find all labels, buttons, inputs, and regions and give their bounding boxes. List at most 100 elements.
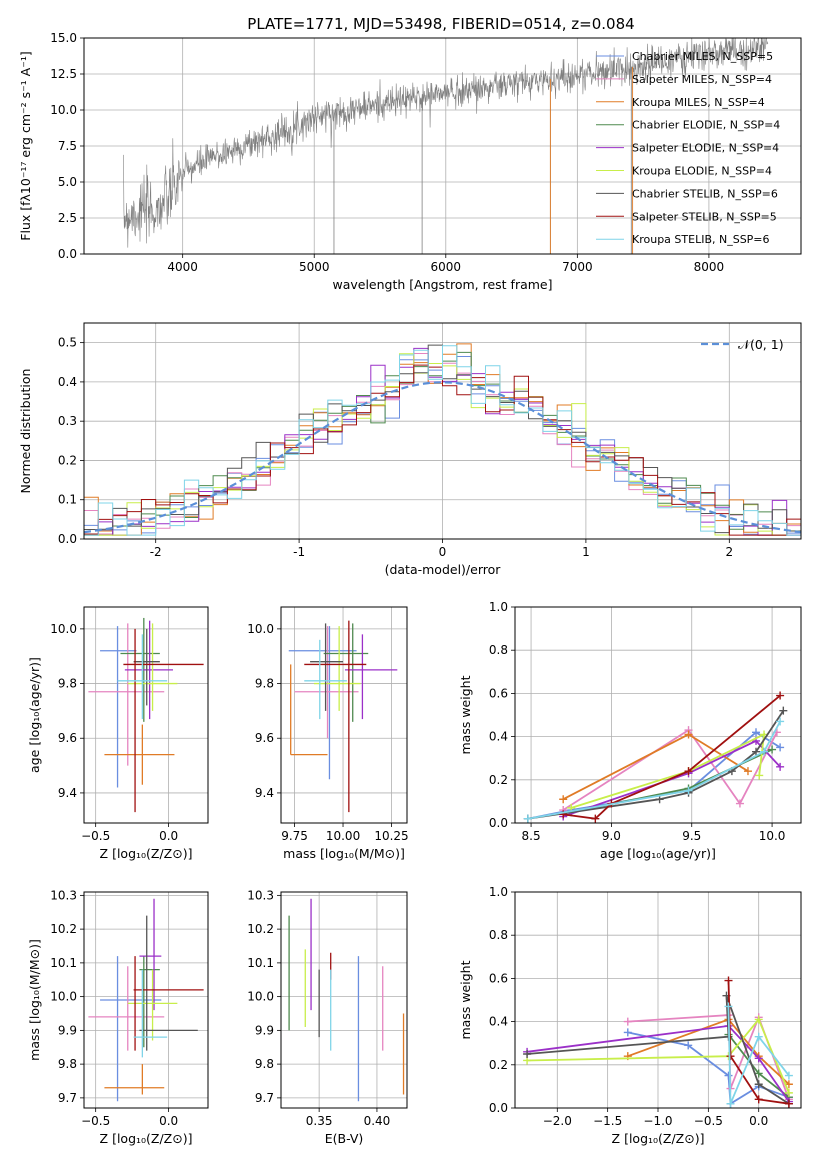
data-point-marker — [684, 786, 693, 795]
y-tick-label: 9.9 — [58, 1023, 77, 1037]
x-tick-label: 0.35 — [306, 1114, 333, 1128]
plot-area — [523, 976, 793, 1108]
x-tick-label: 9.75 — [281, 829, 308, 843]
residual-histogram-panel: -2 -1 0 1 2 0.0 0.1 0.2 0.3 0.4 0.5 (data-model)/er… — [18, 322, 802, 577]
y-tick-label: 9.8 — [58, 1057, 77, 1071]
y-tick-label: 9.6 — [58, 731, 77, 745]
plot-area — [88, 898, 204, 1102]
figure-title: PLATE=1771, MJD=53498, FIBERID=0514, z=0… — [247, 15, 634, 33]
y-tick-label: 15.0 — [50, 31, 77, 45]
x-tick-label: 7000 — [562, 260, 593, 274]
y-tick-label: 10.2 — [50, 922, 77, 936]
data-point-marker — [784, 1071, 793, 1080]
axes-frame — [514, 891, 802, 1109]
axes-frame — [280, 891, 408, 1109]
y-tick-label: 9.8 — [255, 677, 274, 691]
y-tick-label: 2.5 — [58, 211, 77, 225]
axes-frame — [83, 322, 802, 540]
mass-weight-vs-metallicity-panel: −2.0 −1.5 −1.0 −0.5 0.0 0.0 0.2 0.4 0.6 0.8 1.0 Z [… — [458, 885, 802, 1146]
mass-weight-vs-age-panel: 8.5 9.0 9.5 10.0 0.0 0.2 0.4 0.6 0.8 1.0 age [log₁… — [458, 600, 802, 861]
y-tick-label: 10.0 — [50, 622, 77, 636]
x-tick-label: 2 — [725, 545, 733, 559]
x-tick-label: −1.0 — [643, 1114, 672, 1128]
y-axis-label: age [log₁₀(age/yr)] — [27, 657, 42, 773]
x-axis-label: Z [log₁₀(Z/Z⊙)] — [100, 1131, 193, 1146]
x-tick-label: −2.0 — [543, 1114, 572, 1128]
y-tick-label: 0.6 — [489, 686, 508, 700]
data-point-marker — [684, 767, 693, 776]
x-tick-label: −0.5 — [694, 1114, 723, 1128]
mass-weight-series-line — [562, 728, 778, 811]
x-tick-label: 10.0 — [759, 829, 786, 843]
plot-area — [523, 691, 788, 823]
y-tick-label: 9.4 — [58, 786, 77, 800]
data-point-marker — [754, 1054, 763, 1063]
y-tick-label: 1.0 — [489, 600, 508, 614]
mass-weight-series-line — [727, 1006, 790, 1105]
data-point-marker — [655, 795, 664, 804]
y-tick-label: 0.8 — [489, 643, 508, 657]
x-tick-label: 6000 — [431, 260, 462, 274]
x-tick-label: 8.5 — [522, 829, 541, 843]
plot-area — [288, 620, 398, 813]
data-point-marker — [784, 1099, 793, 1108]
y-tick-label: 9.8 — [255, 1057, 274, 1071]
x-axis-label: Z [log₁₀(Z/Z⊙)] — [100, 846, 193, 861]
axes-frame — [83, 37, 802, 255]
y-axis-label: mass [log₁₀(M/M⊙)] — [27, 939, 42, 1061]
x-tick-label: 0.0 — [159, 1114, 178, 1128]
plot-area — [88, 617, 204, 813]
y-axis-label: Flux [fλ10⁻¹⁷ erg cm⁻² s⁻¹ A⁻¹] — [18, 51, 33, 240]
y-tick-label: 10.0 — [247, 622, 274, 636]
legend-entry: Kroupa ELODIE, N_SSP=4 — [632, 165, 772, 178]
data-point-marker — [726, 1099, 735, 1108]
x-tick-label: 0 — [439, 545, 447, 559]
x-axis-label: age [log₁₀(age/yr)] — [600, 846, 716, 861]
x-tick-label: -1 — [293, 545, 305, 559]
data-point-marker — [523, 814, 532, 823]
legend-entry: 𝒩(0, 1) — [738, 337, 784, 352]
y-tick-label: 0.1 — [58, 493, 77, 507]
axes-frame — [83, 606, 209, 824]
data-point-marker — [591, 814, 600, 823]
mass-weight-series-line — [570, 732, 766, 809]
y-axis-label: mass weight — [458, 960, 473, 1039]
y-tick-label: 0.2 — [489, 773, 508, 787]
x-axis-label: (data-model)/error — [385, 562, 502, 577]
y-tick-label: 10.3 — [50, 888, 77, 902]
data-point-marker — [754, 1069, 763, 1078]
legend-entry: Kroupa MILES, N_SSP=4 — [632, 96, 765, 109]
mass-weight-series-line — [527, 710, 785, 820]
y-axis-label: mass weight — [458, 675, 473, 754]
y-tick-label: 10.1 — [50, 956, 77, 970]
axes-frame — [514, 606, 802, 824]
residual-histogram — [84, 356, 801, 536]
x-axis-label: wavelength [Angstrom, rest frame] — [332, 277, 552, 292]
y-tick-label: 9.4 — [255, 786, 274, 800]
mass-weight-series-line — [562, 739, 781, 818]
data-point-marker — [752, 747, 761, 756]
age-vs-metallicity-panel: −0.5 0.0 9.4 9.6 9.8 10.0 Z [log₁₀(Z/Z⊙)] age [… — [27, 606, 209, 861]
x-tick-label: 9.5 — [682, 829, 701, 843]
mass-weight-series-line — [527, 721, 781, 820]
axes-frame — [280, 606, 408, 824]
x-tick-label: 10.25 — [374, 829, 408, 843]
data-point-marker — [523, 1050, 532, 1058]
plot-area — [123, 38, 769, 254]
data-point-marker — [559, 795, 568, 804]
x-tick-label: -2 — [150, 545, 162, 559]
data-point-marker — [724, 1071, 733, 1080]
x-tick-label: 1 — [582, 545, 590, 559]
y-tick-label: 9.8 — [58, 677, 77, 691]
y-tick-label: 10.0 — [247, 990, 274, 1004]
data-point-marker — [784, 1088, 793, 1097]
data-point-marker — [779, 706, 788, 715]
legend-entry: Salpeter ELODIE, N_SSP=4 — [632, 142, 779, 155]
x-tick-label: 0.0 — [749, 1114, 768, 1128]
data-point-marker — [776, 762, 785, 771]
legend-entry: Chabrier STELIB, N_SSP=6 — [632, 187, 778, 200]
data-point-marker — [760, 747, 769, 756]
y-tick-label: 7.5 — [58, 139, 77, 153]
normal-distribution-curve — [84, 381, 801, 534]
data-point-marker — [776, 691, 785, 700]
